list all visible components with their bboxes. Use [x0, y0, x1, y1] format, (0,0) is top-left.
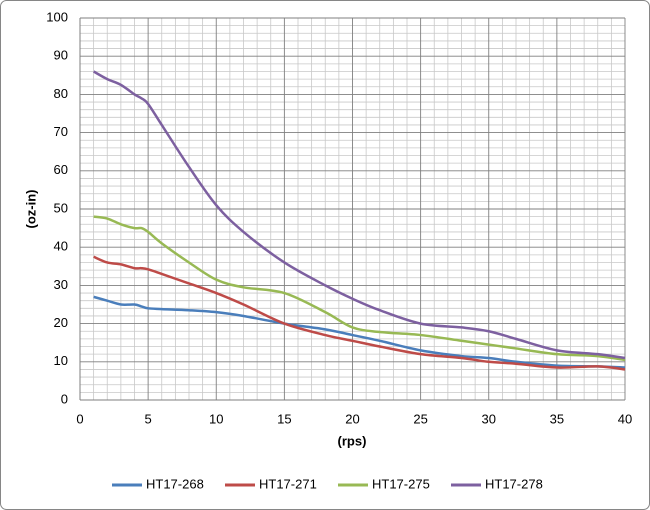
x-tick-label: 40	[618, 411, 632, 426]
y-tick-label: 0	[61, 391, 68, 406]
legend-label: HT17-278	[485, 476, 543, 491]
y-axis-title: (oz-in)	[23, 190, 38, 229]
series-line	[93, 215, 626, 362]
x-tick-label: 10	[209, 411, 223, 426]
y-tick-label: 60	[54, 162, 68, 177]
y-tick-label: 50	[54, 200, 68, 215]
x-tick-label: 15	[277, 411, 291, 426]
y-tick-label: 80	[54, 86, 68, 101]
y-tick-label: 10	[54, 353, 68, 368]
series-line	[93, 70, 626, 360]
y-tick-label: 100	[46, 9, 68, 24]
y-tick-label: 90	[54, 48, 68, 63]
x-tick-label: 5	[145, 411, 152, 426]
x-tick-label: 30	[482, 411, 496, 426]
y-tick-label: 20	[54, 315, 68, 330]
legend-label: HT17-268	[146, 476, 204, 491]
x-tick-label: 25	[413, 411, 427, 426]
y-tick-label: 70	[54, 124, 68, 139]
legend-label: HT17-275	[372, 476, 430, 491]
x-axis-title: (rps)	[338, 433, 367, 448]
x-tick-label: 0	[76, 411, 83, 426]
x-tick-label: 20	[345, 411, 359, 426]
x-tick-label: 35	[550, 411, 564, 426]
y-tick-label: 30	[54, 277, 68, 292]
y-tick-label: 40	[54, 239, 68, 254]
series-line	[93, 255, 626, 371]
legend-label: HT17-271	[259, 476, 317, 491]
